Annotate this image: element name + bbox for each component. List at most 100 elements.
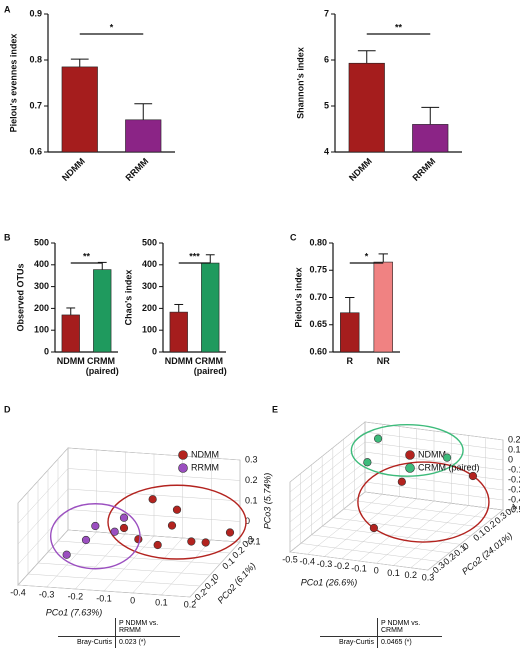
y-tick-label: 0 xyxy=(152,346,157,356)
y-tick-label: 200 xyxy=(34,303,49,313)
grid-line xyxy=(289,461,366,523)
legend-label: NDMM xyxy=(418,449,446,459)
x-tick-label: -0.4 xyxy=(10,587,26,597)
y-axis-label: PCo2 (6.1%) xyxy=(216,561,258,606)
y-tick-label: 0.80 xyxy=(309,237,327,247)
bar xyxy=(61,66,98,153)
grid-line xyxy=(289,491,366,553)
point xyxy=(153,540,162,550)
bar xyxy=(412,124,449,153)
y-tick-label: 200 xyxy=(142,303,157,313)
table-value: 0.0465 (*) xyxy=(381,639,412,646)
x-tick-label: CRMM (paired) xyxy=(194,356,227,376)
grid-line xyxy=(289,551,429,571)
z-tick-label: 0.1 xyxy=(245,495,258,505)
x-tick-label: 0.1 xyxy=(387,568,400,578)
grid-line xyxy=(67,488,241,502)
grid-line xyxy=(161,539,212,596)
x-tick-label: 0.2 xyxy=(404,570,417,580)
x-tick-label: -0.5 xyxy=(282,554,298,564)
grid-line xyxy=(289,451,366,513)
panel-label: E xyxy=(272,404,278,414)
x-axis-label: PCo1 (26.6%) xyxy=(301,577,358,587)
grid-line xyxy=(410,507,486,568)
group-ellipse xyxy=(49,503,141,570)
grid-line xyxy=(67,447,241,461)
x-axis-label: PCo1 (7.63%) xyxy=(46,607,103,617)
grid-line xyxy=(17,529,69,586)
x-tick-label: NDMM xyxy=(60,156,87,183)
point xyxy=(134,535,143,544)
y-tick-label: 500 xyxy=(142,237,157,247)
grid-line xyxy=(27,573,201,587)
x-tick-label: RRMM xyxy=(123,156,150,183)
x-tick-label: R xyxy=(347,356,354,366)
grid-line xyxy=(393,505,469,566)
x-tick-label: NDMM xyxy=(165,356,193,366)
group-ellipse xyxy=(350,423,464,477)
grid-line xyxy=(358,500,435,562)
y-tick-label: 0.7 xyxy=(29,100,42,110)
table-header: P NDMM vs. RRMM xyxy=(116,618,180,637)
grid-line xyxy=(364,461,504,481)
point xyxy=(468,471,478,481)
group-ellipse xyxy=(357,461,490,543)
y-tick-label: 0.70 xyxy=(309,292,327,302)
point xyxy=(397,477,406,486)
z-tick-label: 0.1 xyxy=(508,444,520,454)
panel-label: A xyxy=(4,4,11,14)
stats-table: P NDMM vs. RRMM Bray-Curtis 0.023 (*) xyxy=(58,618,180,648)
y-axis-label: Observed OTUs xyxy=(15,263,25,331)
y-tick-label: 400 xyxy=(142,259,157,269)
x-tick-label: 0.2 xyxy=(184,599,197,609)
table-row-label: Bray-Curtis xyxy=(320,637,378,648)
label-line: CRMM xyxy=(87,356,118,366)
x-tick-label: NR xyxy=(377,356,390,366)
grid-line xyxy=(17,447,69,504)
point xyxy=(110,527,119,536)
grid-line xyxy=(17,488,69,545)
legend-label: CRMM (paired) xyxy=(418,462,480,472)
y-tick-label: 0 xyxy=(44,346,49,356)
point xyxy=(225,528,235,537)
grid-line xyxy=(289,481,366,543)
z-tick-label: 0 xyxy=(508,454,513,464)
grid-line xyxy=(67,529,241,543)
grid-line xyxy=(103,535,155,592)
y-tick-label: 0.60 xyxy=(309,346,327,356)
label-line: NR xyxy=(377,356,390,366)
grid-line xyxy=(364,421,504,441)
table-value: 0.023 (*) xyxy=(119,639,146,646)
x-tick-label: NDMM xyxy=(57,356,85,366)
z-tick-label: 0.2 xyxy=(508,434,520,444)
x-tick-label: -0.1 xyxy=(351,563,367,573)
significance-label: * xyxy=(110,22,114,32)
grid-line xyxy=(332,517,471,536)
legend-label: RRMM xyxy=(191,462,219,472)
point xyxy=(201,538,210,547)
bar xyxy=(61,314,80,353)
grid-line xyxy=(343,508,482,528)
bar xyxy=(348,62,385,153)
grid-line xyxy=(354,500,493,519)
x-tick-label: -0.2 xyxy=(68,591,84,601)
grid-line xyxy=(132,537,183,594)
y-axis-label: Shannon's index xyxy=(295,47,305,119)
bar xyxy=(169,311,188,353)
bar xyxy=(125,119,162,153)
point xyxy=(119,523,129,533)
y-tick-label: 500 xyxy=(34,237,49,247)
bar xyxy=(201,262,220,353)
grid-line xyxy=(427,509,504,571)
point xyxy=(369,523,378,533)
grid-line xyxy=(364,451,504,471)
label-line: (paired) xyxy=(194,366,227,376)
y-tick-label: 0.9 xyxy=(29,8,42,18)
grid-line xyxy=(311,534,450,554)
grid-line xyxy=(324,496,400,557)
x-tick-label: 0.3 xyxy=(422,572,435,582)
label-line: NDMM xyxy=(57,356,85,366)
y-tick-label: 0.65 xyxy=(309,319,327,329)
z-axis-label: PCo3 (5.74%) xyxy=(262,473,272,530)
grid-line xyxy=(364,491,504,511)
